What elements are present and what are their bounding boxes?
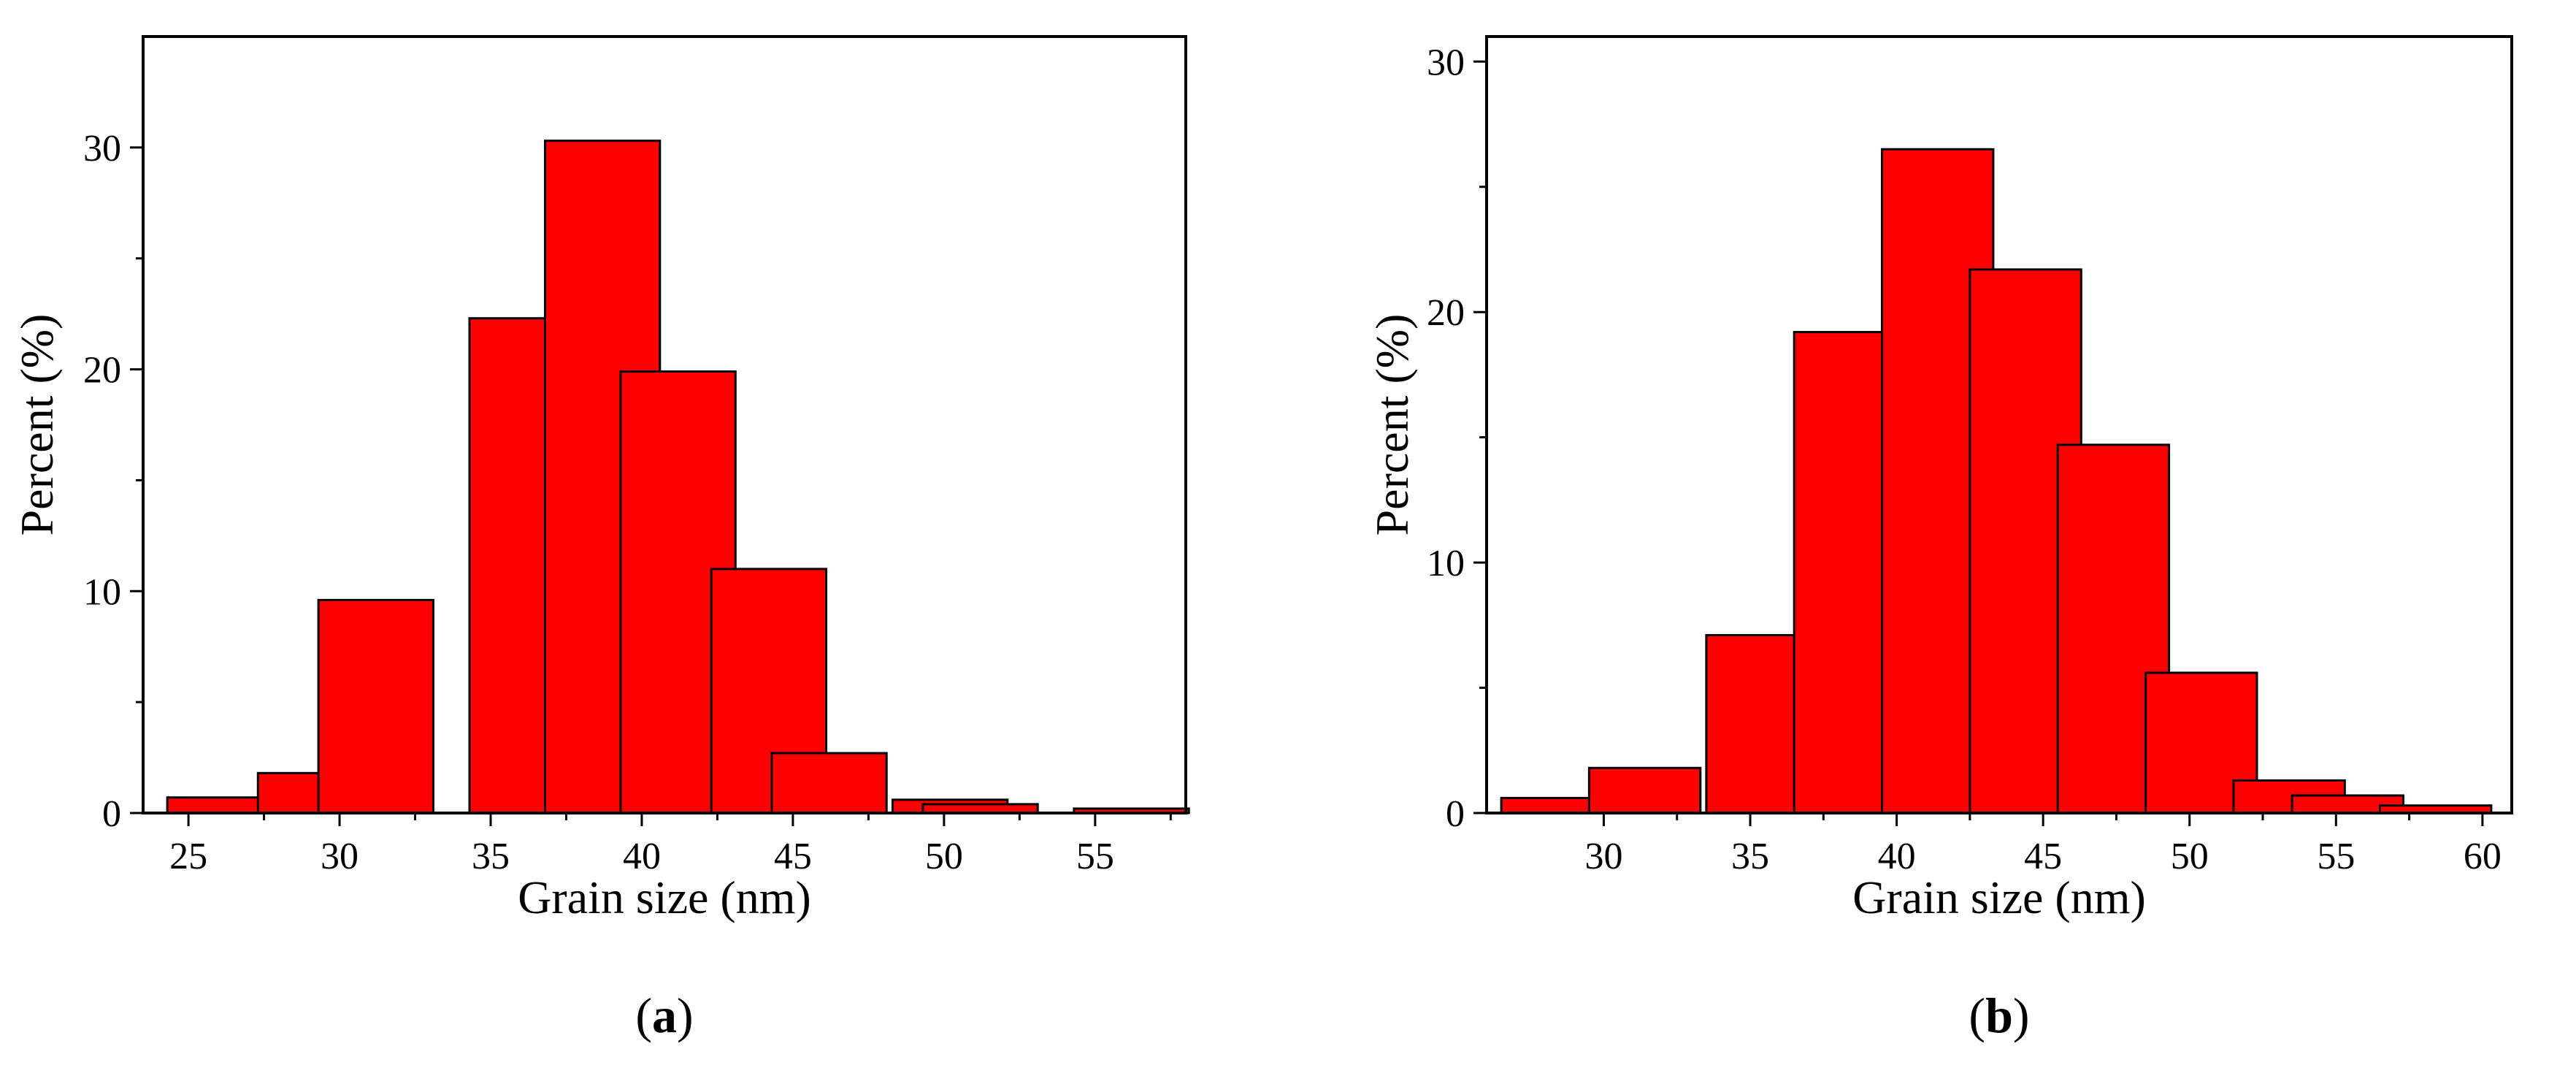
chart-panel-a: 25 30 35 40 45 50 55 0 10 20 30 Grain size (nm) Perc… xyxy=(11,35,1190,1043)
y-axis-label: Percent (%) xyxy=(11,314,63,536)
y-tick-label: 0 xyxy=(102,793,121,835)
x-tick-label: 55 xyxy=(1076,836,1114,877)
y-tick-label: 0 xyxy=(1446,793,1465,835)
x-tick-label: 25 xyxy=(169,836,207,877)
y-tick-label: 30 xyxy=(1427,42,1465,83)
x-axis-label: Grain size (nm) xyxy=(1852,871,2146,923)
x-axis-label: Grain size (nm) xyxy=(518,871,811,923)
y-tick-label: 10 xyxy=(1427,543,1465,584)
x-tick-label: 45 xyxy=(2024,836,2062,877)
panel-label: (a) xyxy=(635,988,693,1043)
x-tick-label: 35 xyxy=(472,836,510,877)
plot-frame xyxy=(142,35,1187,814)
x-tick-label: 55 xyxy=(2317,836,2355,877)
x-tick-label: 40 xyxy=(623,836,661,877)
chart-panel-b: 30 35 40 45 50 55 60 0 10 20 30 Grain size (nm) Perc… xyxy=(1366,35,2513,1043)
x-tick-label: 50 xyxy=(2171,836,2209,877)
x-tick-label: 45 xyxy=(774,836,812,877)
x-tick-label: 40 xyxy=(1878,836,1916,877)
x-tick-label: 35 xyxy=(1731,836,1769,877)
x-tick-label: 50 xyxy=(925,836,963,877)
panel-label: (b) xyxy=(1969,988,2029,1043)
bar-2 xyxy=(317,598,434,814)
x-tick-label: 30 xyxy=(321,836,359,877)
x-tick-label: 60 xyxy=(2464,836,2502,877)
bar-7 xyxy=(770,752,888,814)
y-axis-label: Percent (%) xyxy=(1366,314,1418,536)
y-tick-label: 20 xyxy=(83,350,121,392)
y-tick-label: 30 xyxy=(83,128,121,169)
bar-1 xyxy=(1587,766,1702,814)
y-tick-label: 10 xyxy=(83,571,121,613)
x-tick-label: 30 xyxy=(1584,836,1622,877)
y-tick-label: 20 xyxy=(1427,292,1465,334)
plot-frame xyxy=(1485,35,2513,814)
